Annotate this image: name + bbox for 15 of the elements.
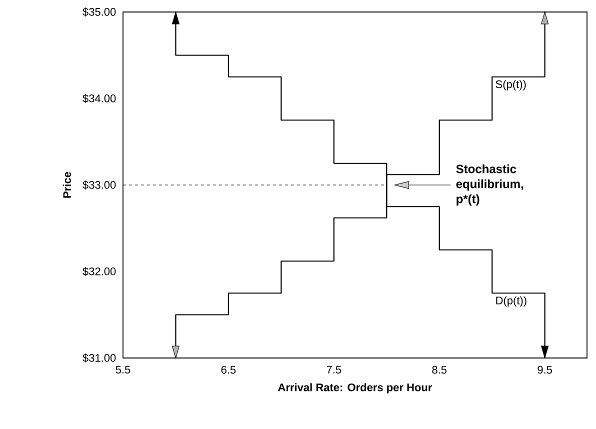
x-axis-title: Arrival Rate: Orders per Hour [278,383,432,394]
y-tick-label: $32.00 [82,267,116,276]
x-tick-label: 5.5 [116,366,130,374]
x-tick-label: 8.5 [432,366,447,374]
x-tick-label: 7.5 [326,366,342,374]
series-label: S(p(t)) [496,80,526,90]
y-tick-label: $34.00 [82,94,116,103]
y-tick-label: $33.00 [82,180,116,190]
y-tick-label: $35.00 [82,8,116,16]
annotation: Stochastic equilibrium, p*(t) [456,164,524,206]
x-tick-label: 9.5 [538,366,552,374]
y-tick-label: $31.00 [82,354,116,362]
y-axis-title: Price [62,172,71,198]
x-tick-label: 6.5 [221,366,236,374]
series-label: D(p(t)) [496,296,526,307]
